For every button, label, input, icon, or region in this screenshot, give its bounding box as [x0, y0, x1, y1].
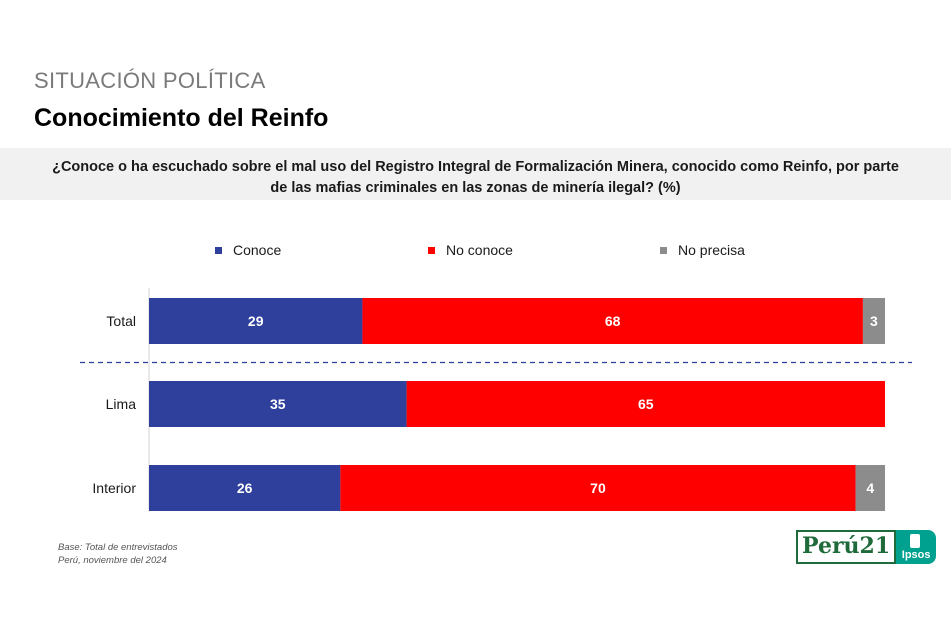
- peru21-ipsos-logo: Perú21 Ipsos: [796, 530, 937, 564]
- data-label-lima-no-conoce: 65: [638, 396, 654, 412]
- legend-label-no-conoce: No conoce: [446, 242, 513, 258]
- data-label-lima-conoce: 35: [270, 396, 286, 412]
- data-label-interior-conoce: 26: [237, 480, 253, 496]
- legend-label-conoce: Conoce: [233, 242, 281, 258]
- question-band: [0, 148, 951, 200]
- bar-interior-conoce: [149, 465, 341, 511]
- legend-swatch-conoce: [215, 247, 222, 254]
- bar-lima-no-conoce: [406, 381, 885, 427]
- category-label-total: Total: [106, 313, 136, 329]
- base-note-base: Base: Total de entrevistados: [58, 542, 178, 553]
- category-label-interior: Interior: [92, 480, 136, 496]
- peru21-logo: Perú21: [796, 530, 897, 564]
- question-line-1: ¿Conoce o ha escuchado sobre el mal uso …: [52, 159, 899, 175]
- ipsos-mark-icon: [910, 534, 921, 548]
- legend-swatch-no-precisa: [660, 247, 667, 254]
- base-note: Base: Total de entrevistados Perú, novie…: [58, 541, 178, 567]
- bar-total-conoce: [149, 298, 363, 344]
- data-label-total-conoce: 29: [248, 313, 264, 329]
- category-label-lima: Lima: [106, 396, 137, 412]
- base-note-source: Perú, noviembre del 2024: [58, 555, 167, 566]
- ipsos-label: Ipsos: [901, 549, 931, 561]
- legend-swatch-no-conoce: [428, 247, 435, 254]
- bar-lima-conoce: [149, 381, 407, 427]
- section-label: SITUACIÓN POLÍTICA: [34, 68, 266, 93]
- bar-total-no-conoce: [362, 298, 863, 344]
- bar-total-no-precisa: [862, 298, 885, 344]
- survey-question: ¿Conoce o ha escuchado sobre el mal uso …: [0, 157, 951, 199]
- bar-interior-no-conoce: [340, 465, 856, 511]
- data-label-interior-no-precisa: 4: [866, 480, 874, 496]
- data-label-interior-no-conoce: 70: [590, 480, 606, 496]
- stacked-bar-chart: Conoce No conoce No precisa Total 29 68 3 Lima 3…: [80, 242, 912, 512]
- page-title: Conocimiento del Reinfo: [34, 104, 329, 132]
- legend-label-no-precisa: No precisa: [678, 242, 745, 258]
- question-line-2: de las mafias criminales en las zonas de…: [270, 180, 681, 196]
- bar-interior-no-precisa: [855, 465, 885, 511]
- data-label-total-no-precisa: 3: [870, 313, 878, 329]
- data-label-total-no-conoce: 68: [605, 313, 621, 329]
- ipsos-logo: Ipsos: [896, 530, 937, 564]
